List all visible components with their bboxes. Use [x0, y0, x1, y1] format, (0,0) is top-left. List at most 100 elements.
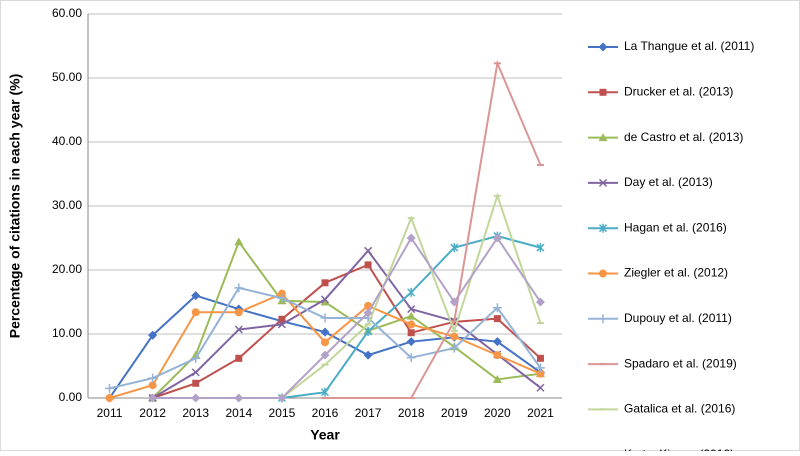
- marker: [598, 178, 608, 187]
- marker: [536, 369, 545, 378]
- marker: [364, 326, 373, 336]
- marker: [234, 325, 243, 334]
- y-tick-label: 0.00: [59, 390, 83, 404]
- marker: [363, 350, 373, 360]
- marker: [449, 297, 459, 307]
- marker: [598, 133, 608, 142]
- marker: [598, 42, 608, 52]
- marker: [321, 279, 329, 287]
- marker: [406, 337, 416, 347]
- y-tick-label: 50.00: [52, 70, 82, 84]
- x-tick-label: 2020: [484, 406, 511, 420]
- marker: [148, 381, 157, 390]
- marker: [450, 243, 459, 253]
- marker: [535, 297, 545, 307]
- marker: [406, 353, 416, 363]
- marker: [492, 374, 502, 383]
- y-tick-label: 40.00: [52, 134, 82, 148]
- marker: [598, 314, 608, 324]
- marker: [191, 368, 200, 377]
- marker: [277, 320, 286, 329]
- x-tick-label: 2015: [269, 406, 296, 420]
- marker: [235, 354, 243, 362]
- marker: [598, 223, 608, 233]
- marker: [148, 373, 158, 383]
- marker: [599, 88, 607, 96]
- marker: [191, 291, 201, 301]
- marker: [234, 237, 244, 246]
- marker: [191, 393, 201, 403]
- marker: [449, 343, 459, 353]
- legend-label: Hagan et al. (2016): [624, 220, 727, 234]
- marker: [363, 308, 373, 318]
- marker: [234, 393, 244, 403]
- legend-label: La Thangue et al. (2011): [624, 39, 754, 53]
- x-tick-label: 2014: [225, 406, 252, 420]
- x-tick-label: 2017: [355, 406, 382, 420]
- marker: [536, 354, 544, 362]
- marker: [406, 311, 416, 320]
- legend-label: Gatalica et al. (2016): [624, 402, 735, 416]
- marker: [407, 329, 415, 337]
- marker: [320, 350, 330, 360]
- marker: [148, 393, 158, 403]
- x-axis-title: Year: [310, 427, 340, 443]
- marker: [406, 233, 416, 243]
- y-tick-label: 60.00: [52, 6, 82, 20]
- marker: [493, 315, 501, 323]
- legend-label: de Castro et al. (2013): [624, 130, 743, 144]
- marker: [320, 297, 330, 306]
- marker: [364, 246, 373, 255]
- marker: [321, 338, 329, 347]
- marker: [320, 387, 330, 397]
- marker: [234, 283, 244, 293]
- marker: [105, 394, 114, 402]
- y-tick-label: 20.00: [52, 262, 82, 276]
- marker: [492, 303, 502, 313]
- series-line: [325, 59, 542, 399]
- marker: [191, 353, 201, 363]
- legend-label: Drucker et al. (2013): [624, 84, 733, 98]
- marker: [320, 313, 330, 323]
- marker: [364, 261, 372, 269]
- legend-label: Dupouy et al. (2011): [624, 311, 732, 325]
- x-tick-label: 2019: [441, 406, 468, 420]
- marker: [450, 332, 459, 341]
- marker: [599, 269, 607, 278]
- marker: [278, 315, 286, 323]
- marker: [407, 305, 416, 314]
- marker: [105, 383, 115, 393]
- marker: [493, 351, 502, 360]
- x-tick-label: 2018: [398, 406, 425, 420]
- marker: [191, 308, 200, 317]
- marker: [192, 379, 200, 387]
- marker: [536, 243, 545, 253]
- marker: [407, 287, 416, 297]
- y-tick-label: 30.00: [52, 198, 82, 212]
- legend-label: Day et al. (2013): [624, 175, 713, 189]
- y-tick-label: 10.00: [52, 326, 82, 340]
- legend-label: Spadaro et al. (2019): [624, 356, 737, 370]
- legend-label: Ziegler et al. (2012): [624, 266, 728, 280]
- marker: [148, 330, 158, 340]
- marker: [277, 293, 287, 303]
- x-tick-label: 2013: [182, 406, 209, 420]
- x-tick-label: 2021: [527, 406, 554, 420]
- y-axis-title: Percentage of citations in each year (%): [7, 74, 23, 339]
- series-line: [152, 249, 542, 399]
- series-line: [151, 239, 541, 399]
- legend-label: Korte, Kinney (2016): [624, 447, 734, 451]
- marker: [492, 233, 502, 243]
- marker: [536, 383, 545, 392]
- x-tick-label: 2012: [139, 406, 166, 420]
- x-tick-label: 2016: [312, 406, 339, 420]
- marker: [407, 320, 416, 329]
- marker: [320, 295, 330, 304]
- marker: [320, 327, 330, 337]
- marker: [277, 393, 287, 403]
- marker: [234, 308, 243, 317]
- marker: [535, 363, 545, 373]
- series-line: [152, 236, 542, 399]
- marker: [492, 337, 502, 347]
